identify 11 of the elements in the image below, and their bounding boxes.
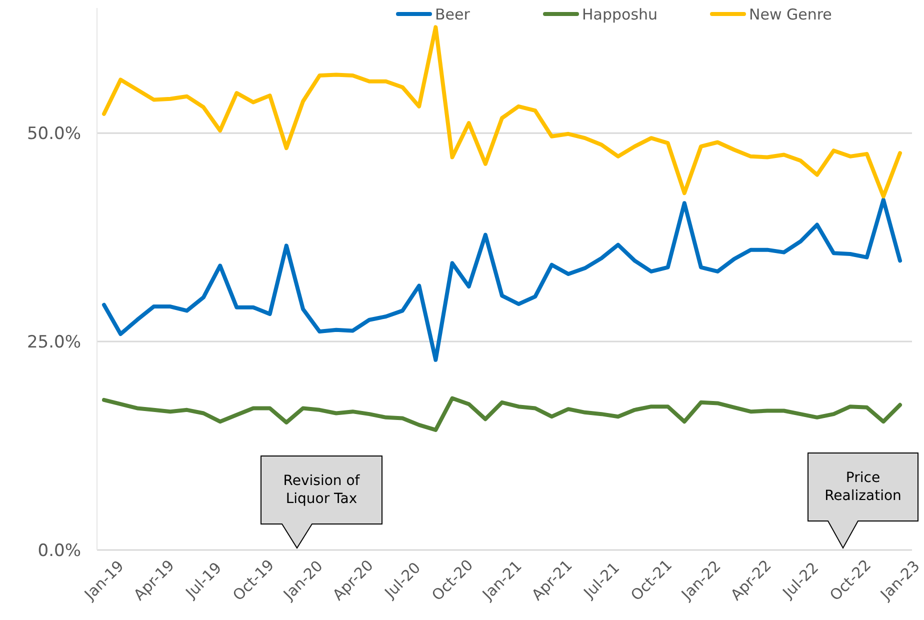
y-tick-label: 25.0% bbox=[26, 332, 81, 352]
legend-label: New Genre bbox=[749, 5, 832, 24]
y-tick-label: 50.0% bbox=[26, 124, 81, 144]
annotation: Price Realization bbox=[824, 470, 902, 504]
line-series bbox=[102, 396, 902, 432]
annotation: Revision of Liquor Tax bbox=[283, 472, 361, 507]
line-series bbox=[102, 198, 902, 362]
legend-label: Beer bbox=[435, 5, 471, 24]
line-series bbox=[102, 25, 902, 198]
legend-label: Happoshu bbox=[582, 5, 658, 24]
y-tick-label: 0.0% bbox=[38, 540, 81, 561]
